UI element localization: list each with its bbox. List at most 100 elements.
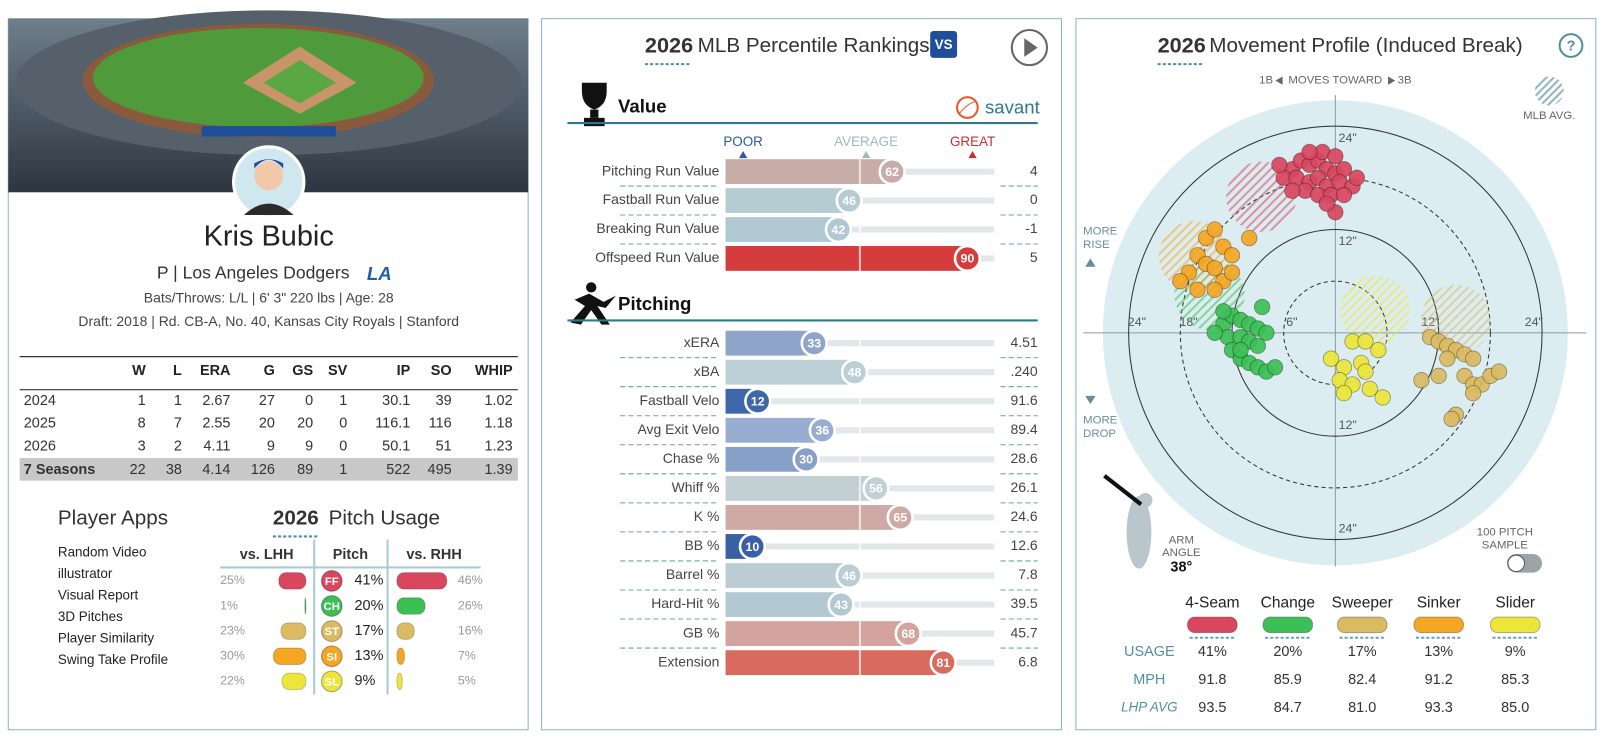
percentile-circle (792, 445, 820, 474)
legend-swatch (1413, 616, 1465, 634)
stat-cell: 1 (339, 393, 347, 409)
total-label: 7 Seasons (24, 462, 96, 478)
pitch-dot (1357, 363, 1374, 380)
more-rise: RISE (1083, 239, 1110, 251)
pitch-dot (1241, 229, 1258, 247)
stat-cell: 2.67 (202, 393, 230, 409)
stat-cell: 2 (174, 438, 182, 454)
percentile-bar (725, 505, 901, 530)
percentile-value: 46 (842, 194, 856, 208)
pitch-dot (1464, 350, 1482, 367)
total-cell: 1 (339, 462, 347, 478)
total-cell: 126 (251, 462, 275, 478)
direction-arrow (1275, 76, 1283, 85)
metric-label: K % (694, 508, 720, 524)
app-link[interactable]: Player Similarity (58, 631, 154, 646)
pitch-code-badge (320, 570, 343, 592)
pitch-dot (1249, 337, 1266, 354)
more-drop: DROP (1083, 428, 1116, 440)
app-link[interactable]: Random Video (58, 545, 147, 560)
ring (1128, 125, 1543, 541)
rise-arrow (1085, 258, 1096, 267)
legend-name: Slider (1495, 595, 1535, 612)
percentile-value: 42 (832, 223, 846, 237)
stat-cell: 1 (174, 393, 182, 409)
metric-stat: .240 (1011, 363, 1038, 379)
usage-cell: 41% (1198, 644, 1227, 660)
percentile-value: 36 (815, 424, 829, 438)
table-header: W (132, 363, 146, 379)
stat-cell: 8 (138, 416, 146, 432)
average-zone (1339, 275, 1411, 346)
more-drop: MORE (1083, 415, 1118, 427)
rhh-bar (396, 597, 426, 615)
table-header: GS (292, 363, 313, 379)
table-header: L (173, 363, 182, 379)
more-rise: MORE (1083, 226, 1118, 238)
percentile-circle (808, 416, 836, 445)
metric-stat: 28.6 (1011, 450, 1038, 466)
table-header: IP (397, 363, 411, 379)
total-cell: 1.39 (484, 462, 512, 478)
mph-cell: 85.9 (1274, 672, 1302, 688)
scale-label: GREAT (950, 134, 995, 149)
percentile-bar (725, 330, 815, 356)
app-link[interactable]: 3D Pitches (58, 609, 123, 624)
percentile-bar (725, 621, 909, 647)
pitch-dot (1490, 363, 1508, 380)
rhh-label: 5% (458, 674, 476, 688)
app-link[interactable]: illustrator (58, 566, 113, 581)
lhh-label: 23% (220, 623, 245, 637)
legend-name: Sinker (1417, 595, 1461, 612)
help-button[interactable] (1558, 33, 1584, 58)
ring (1179, 177, 1491, 489)
play-button[interactable] (1010, 28, 1049, 67)
pitch-code: SI (326, 651, 337, 663)
stat-cell: 4.11 (203, 438, 230, 454)
stat-cell: 0 (305, 393, 313, 409)
app-link[interactable]: Visual Report (58, 588, 139, 603)
pitch-dot (1464, 384, 1482, 402)
usage-title: Pitch Usage (329, 506, 440, 529)
sample-toggle[interactable] (1506, 554, 1543, 573)
percentile-value: 10 (746, 540, 760, 554)
pitcher-icon (570, 282, 616, 325)
metric-label: Avg Exit Velo (637, 421, 719, 437)
stat-cell: 1.02 (484, 393, 512, 409)
metric-stat: 6.8 (1018, 653, 1038, 669)
metric-label: Whiff % (672, 479, 720, 495)
percentile-value: 90 (961, 252, 975, 266)
pitch-dot (1374, 389, 1391, 406)
legend-swatch (1336, 616, 1388, 634)
rhh-label: 7% (458, 649, 476, 663)
savant-logo: savant (985, 96, 1041, 117)
movement-year: 2026 (1158, 32, 1206, 57)
pitch-dot (1357, 333, 1374, 350)
lhh-bar (304, 597, 307, 615)
headshot (232, 145, 306, 219)
stat-cell: 9 (305, 438, 313, 454)
section-title: Pitching (618, 293, 691, 314)
percentile-bar (725, 159, 893, 185)
usage-label: 13% (355, 648, 384, 664)
stat-cell: 30.1 (382, 393, 410, 409)
total-cell: 495 (428, 462, 452, 478)
app-link[interactable]: Swing Take Profile (58, 652, 168, 667)
rhh-label: 46% (458, 573, 483, 587)
season-cell: 2024 (24, 393, 56, 409)
mph-cell: 82.4 (1348, 672, 1376, 688)
mlb-avg-icon (1534, 76, 1564, 106)
pitch-dot (1206, 324, 1223, 342)
percentile-circle (824, 215, 853, 244)
row-label: USAGE (1124, 644, 1175, 660)
pitch-dot (1327, 148, 1344, 165)
pitch-code: FF (325, 576, 339, 588)
player-bio: Bats/Throws: L/L | 6' 3" 220 lbs | Age: … (144, 289, 394, 305)
percentile-bar (725, 592, 842, 617)
scale-label: POOR (723, 134, 763, 149)
stat-cell: 50.1 (382, 438, 410, 454)
total-cell: 38 (166, 462, 182, 478)
movement-title: Movement Profile (Induced Break) (1209, 34, 1522, 57)
